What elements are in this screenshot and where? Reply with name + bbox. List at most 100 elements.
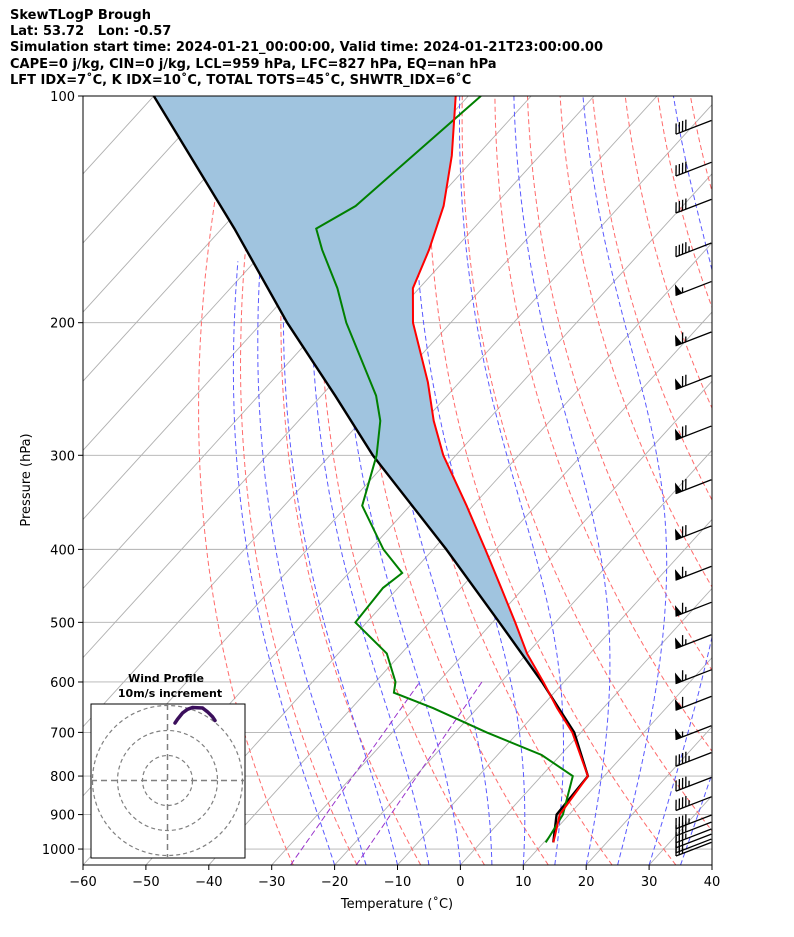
x-tick-label: 20 bbox=[578, 875, 595, 890]
isotherm-line bbox=[208, 311, 712, 865]
dry-adiabat-line bbox=[592, 96, 712, 502]
x-tick-label: −20 bbox=[321, 875, 348, 890]
wind-barb-flag bbox=[674, 569, 683, 581]
isotherm-line bbox=[83, 96, 218, 244]
dry-adiabat-line bbox=[494, 96, 712, 753]
wind-barb bbox=[675, 814, 712, 830]
dry-adiabat-line bbox=[527, 96, 712, 672]
hodograph-inset: Wind Profile 10m/s increment bbox=[90, 672, 246, 859]
wind-barb bbox=[674, 601, 712, 617]
wind-barb-flag bbox=[674, 637, 683, 650]
y-tick-label: 700 bbox=[50, 726, 75, 741]
isotherm-line bbox=[522, 656, 712, 865]
x-tick-label: 40 bbox=[704, 875, 721, 890]
mixing-ratio-line bbox=[355, 681, 483, 865]
moist-adiabat-line bbox=[513, 96, 611, 865]
chart-title-line-4: CAPE=0 j/kg, CIN=0 j/kg, LCL=959 hPa, LF… bbox=[10, 57, 497, 72]
wind-barb bbox=[675, 242, 712, 258]
x-tick-label: 30 bbox=[641, 875, 658, 890]
x-tick-label: 10 bbox=[515, 875, 532, 890]
dry-adiabat-line bbox=[319, 96, 485, 865]
y-tick-label: 600 bbox=[50, 676, 75, 691]
wind-barb-staff bbox=[675, 119, 712, 135]
wind-barb bbox=[674, 280, 712, 296]
moist-adiabat-line bbox=[257, 234, 367, 865]
wind-barb-flag bbox=[674, 605, 683, 617]
sounding-profiles bbox=[152, 96, 590, 843]
y-tick-label: 400 bbox=[50, 543, 75, 558]
wind-barb bbox=[675, 198, 712, 214]
isotherm-line bbox=[83, 96, 280, 313]
moist-adiabat-line bbox=[648, 96, 712, 865]
temperature-line bbox=[411, 96, 590, 843]
wind-barb-staff bbox=[675, 838, 712, 854]
wind-barbs bbox=[674, 119, 712, 857]
wind-barb-staff bbox=[675, 821, 712, 837]
chart-title-line-2: Lat: 53.72 Lon: -0.57 bbox=[10, 24, 172, 39]
isotherm-line bbox=[83, 96, 658, 728]
wind-barb-staff bbox=[675, 752, 712, 767]
wind-barb-staff bbox=[675, 841, 712, 857]
wind-barb bbox=[674, 331, 712, 347]
wind-barb-staff bbox=[675, 242, 712, 258]
isotherm-line bbox=[83, 96, 595, 659]
moist-adiabat-line bbox=[711, 863, 712, 865]
isotherm-line bbox=[271, 380, 712, 865]
dry-adiabat-line bbox=[624, 96, 712, 410]
wind-barb-flag bbox=[674, 699, 683, 711]
hodograph-subtitle: 10m/s increment bbox=[118, 687, 222, 700]
dry-adiabat-line bbox=[657, 96, 712, 309]
chart-title-line-3: Simulation start time: 2024-01-21_00:00:… bbox=[10, 40, 603, 55]
wind-barb bbox=[674, 374, 712, 391]
hodograph-trace bbox=[173, 705, 217, 725]
isotherm-line bbox=[775, 96, 794, 865]
wind-barb bbox=[674, 725, 712, 741]
y-tick-label: 900 bbox=[50, 809, 75, 824]
y-tick-label: 300 bbox=[50, 449, 75, 464]
dry-adiabat-line bbox=[756, 96, 794, 865]
wind-barb-flag bbox=[674, 378, 683, 391]
dry-adiabat-line bbox=[559, 96, 712, 588]
x-tick-label: −60 bbox=[69, 875, 96, 890]
wind-barb bbox=[675, 751, 712, 767]
hodograph-title: Wind Profile bbox=[128, 672, 204, 685]
mixing-ratio-lines bbox=[290, 681, 483, 865]
wind-barb-flag bbox=[674, 728, 683, 741]
wind-barb-flag bbox=[674, 334, 683, 347]
x-tick-label: −10 bbox=[384, 875, 411, 890]
y-axis-label: Pressure (hPa) bbox=[19, 433, 34, 526]
y-tick-label: 100 bbox=[50, 90, 75, 105]
wind-barb-staff bbox=[675, 828, 712, 844]
wind-barb bbox=[674, 565, 712, 581]
x-tick-label: −40 bbox=[195, 875, 222, 890]
dry-adiabat-line bbox=[788, 96, 794, 865]
wind-barb bbox=[674, 634, 712, 650]
dry-adiabat-line bbox=[356, 96, 549, 865]
y-axis-ticks: 1000 900 800 700 600 500 400 300 200 100 bbox=[42, 90, 83, 858]
x-tick-label: −30 bbox=[258, 875, 285, 890]
y-tick-label: 500 bbox=[50, 616, 75, 631]
x-tick-label: 0 bbox=[456, 875, 464, 890]
wind-barb-flag bbox=[674, 284, 683, 296]
wind-barb bbox=[675, 776, 712, 792]
isotherm-line bbox=[460, 587, 712, 865]
wind-barb-staff bbox=[675, 814, 712, 830]
wind-barb bbox=[674, 525, 712, 541]
wind-barb bbox=[675, 821, 712, 837]
wind-barb bbox=[675, 795, 712, 812]
wind-barb-flag bbox=[674, 528, 683, 541]
wind-barb bbox=[674, 425, 712, 441]
moist-adiabat-line bbox=[582, 96, 668, 865]
wind-barb-staff bbox=[675, 198, 712, 214]
cape-shading bbox=[153, 96, 588, 777]
wind-barb bbox=[674, 695, 712, 711]
wind-barb-staff bbox=[675, 776, 712, 792]
moist-adiabat-line bbox=[282, 203, 398, 865]
chart-title-line-1: SkewTLogP Brough bbox=[10, 8, 151, 23]
wind-barb-flag bbox=[674, 672, 683, 685]
y-tick-label: 800 bbox=[50, 770, 75, 785]
isotherm-line bbox=[83, 96, 343, 382]
wind-barb-staff bbox=[675, 833, 712, 849]
wind-barb-flag bbox=[674, 482, 683, 495]
wind-barb bbox=[675, 119, 712, 135]
